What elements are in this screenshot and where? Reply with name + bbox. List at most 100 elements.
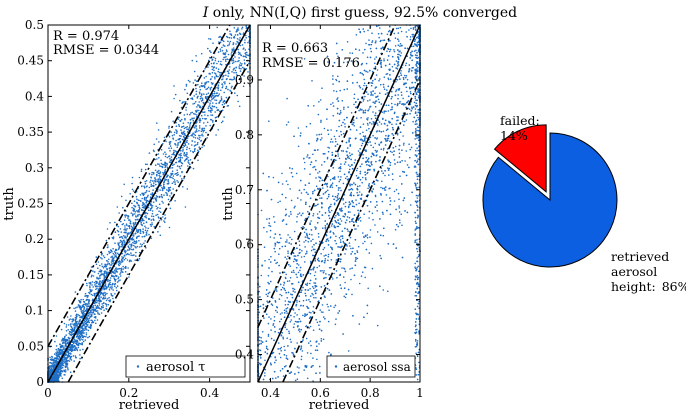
scatter-point <box>385 194 388 196</box>
scatter-point <box>84 339 87 341</box>
scatter-point <box>248 48 250 50</box>
scatter-point <box>152 215 155 218</box>
scatter-point <box>170 192 173 194</box>
scatter-point <box>80 310 83 313</box>
scatter-point <box>61 370 64 373</box>
scatter-point <box>150 205 153 207</box>
scatter-point <box>149 209 152 212</box>
scatter-point <box>124 271 127 273</box>
scatter-point <box>138 211 140 213</box>
scatter-point <box>157 216 160 218</box>
scatter-point <box>93 313 95 315</box>
scatter-point <box>89 285 91 287</box>
scatter-point <box>212 42 214 44</box>
scatter-point <box>123 183 125 186</box>
scatter-point <box>351 250 354 253</box>
scatter-point <box>104 263 106 266</box>
scatter-point <box>153 184 155 187</box>
scatter-point <box>205 95 207 98</box>
scatter-point <box>173 85 175 87</box>
scatter-point <box>52 359 55 362</box>
scatter-point <box>180 126 183 128</box>
scatter-point <box>106 263 109 265</box>
scatter-point <box>238 59 240 62</box>
scatter-point <box>179 137 181 140</box>
scatter-point <box>246 54 248 56</box>
scatter-point <box>177 138 179 141</box>
scatter-point <box>151 173 153 176</box>
scatter-point <box>107 261 109 263</box>
scatter-point <box>244 49 247 51</box>
scatter-point <box>139 251 141 254</box>
scatter-point <box>120 195 123 198</box>
scatter-point <box>102 287 104 290</box>
scatter-point <box>389 78 392 80</box>
scatter-point <box>74 291 77 293</box>
scatter-point <box>169 200 171 203</box>
scatter-point <box>159 234 162 237</box>
scatter-point <box>279 320 281 323</box>
scatter-point <box>214 78 216 80</box>
scatter-point <box>191 97 194 99</box>
scatter-point <box>73 329 75 331</box>
scatter-point <box>162 163 165 166</box>
scatter-point <box>130 212 133 214</box>
scatter-point <box>161 166 164 169</box>
scatter-point <box>230 53 233 55</box>
scatter-point <box>176 169 178 171</box>
scatter-point <box>258 339 261 342</box>
scatter-point <box>114 278 116 281</box>
scatter-point <box>123 239 125 242</box>
scatter-point <box>297 197 299 199</box>
scatter-point <box>165 140 167 143</box>
scatter-point <box>138 240 140 242</box>
scatter-point <box>121 236 123 238</box>
scatter-point <box>241 44 244 46</box>
scatter-point <box>328 267 331 269</box>
scatter-point <box>160 162 163 165</box>
scatter-point <box>164 155 167 158</box>
scatter-point <box>121 256 123 258</box>
scatter-point <box>71 328 74 331</box>
scatter-point <box>131 202 133 205</box>
scatter-point <box>395 188 398 191</box>
scatter-point <box>197 159 199 162</box>
scatter-point <box>72 346 74 349</box>
scatter-point <box>80 338 82 340</box>
scatter-point <box>220 60 222 63</box>
scatter-point <box>375 74 378 76</box>
scatter-point <box>145 180 148 182</box>
scatter-point <box>151 212 154 215</box>
scatter-point <box>236 38 239 40</box>
scatter-point <box>85 333 88 336</box>
scatter-point <box>181 131 183 134</box>
scatter-point <box>63 361 66 363</box>
scatter-point <box>88 299 91 302</box>
scatter-point <box>219 72 222 74</box>
scatter-point <box>81 334 84 337</box>
scatter-point <box>82 314 84 317</box>
scatter-point <box>211 68 214 71</box>
scatter-point <box>135 242 137 245</box>
scatter-point <box>148 186 151 189</box>
scatter-point <box>89 325 92 327</box>
scatter-point <box>140 200 142 202</box>
scatter-point <box>142 209 145 212</box>
scatter-point <box>366 137 368 139</box>
scatter-point <box>129 248 131 250</box>
scatter-point <box>138 208 140 211</box>
scatter-point <box>243 67 245 70</box>
scatter-point <box>387 104 390 107</box>
scatter-point <box>134 219 137 221</box>
scatter-point <box>163 220 165 222</box>
scatter-point <box>150 179 152 182</box>
scatter-point <box>155 205 157 208</box>
scatter-point <box>355 199 357 201</box>
scatter-point <box>168 127 170 129</box>
scatter-point <box>94 315 97 318</box>
scatter-point <box>140 170 143 172</box>
scatter-point <box>85 302 87 305</box>
scatter-point <box>56 357 58 359</box>
scatter-point <box>117 276 120 279</box>
scatter-point <box>78 342 81 345</box>
